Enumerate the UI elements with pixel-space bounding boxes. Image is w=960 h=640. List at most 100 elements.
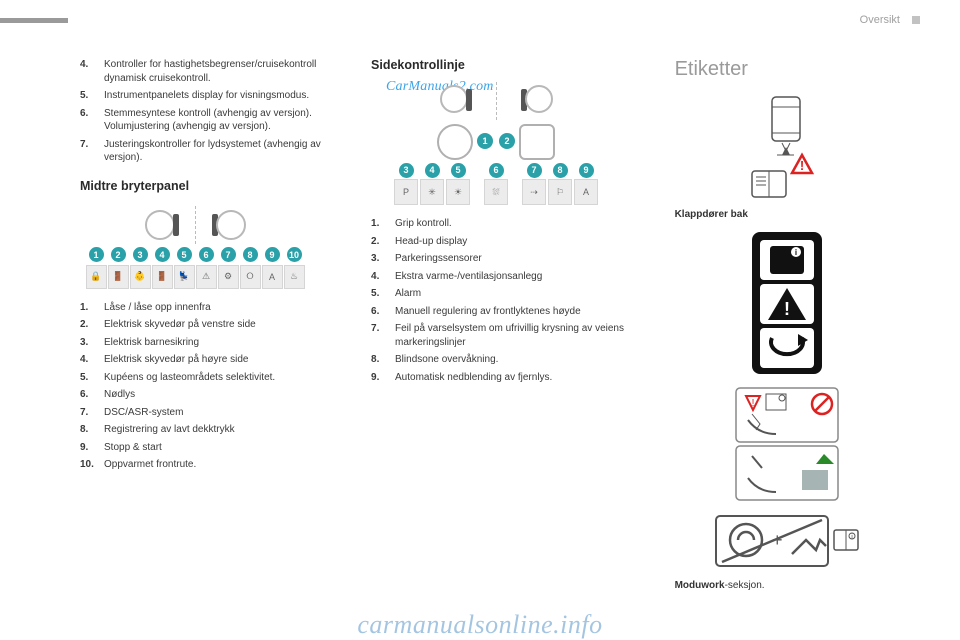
- svg-text:i: i: [852, 534, 854, 541]
- header-stripe: [0, 18, 68, 23]
- number-badge: 6: [196, 247, 217, 263]
- side-button-icon: ⇢: [522, 179, 546, 205]
- number-badge: 1: [86, 247, 107, 263]
- caption-rest: -seksjon.: [725, 580, 765, 591]
- list-text: Feil på varselsystem om ufrivillig krysn…: [395, 322, 647, 349]
- list-item: 6.Stemmesyntese kontroll (avhengig av ve…: [80, 107, 343, 134]
- list-number: 4.: [80, 353, 98, 367]
- list-number: 1.: [371, 217, 389, 231]
- list-number: 7.: [80, 406, 98, 420]
- panel-button-row: 🔒🚪👶🚪💺⚠⚙⭘A♨: [80, 265, 310, 289]
- list-text: Stemmesyntese kontroll (avhengig av vers…: [104, 107, 343, 134]
- list-number: 5.: [80, 371, 98, 385]
- steering-controls-list: 4.Kontroller for hastighetsbegrenser/cru…: [80, 58, 343, 165]
- badge-number: 5: [177, 247, 192, 262]
- caption-bold: Moduwork: [675, 580, 725, 591]
- number-badge: 5: [446, 162, 470, 178]
- list-text: Head-up display: [395, 235, 647, 249]
- list-number: 6.: [371, 305, 389, 319]
- steering-wheel-right-icon: [206, 210, 246, 240]
- list-number: 9.: [80, 441, 98, 455]
- list-item: 3.Elektrisk barnesikring: [80, 336, 343, 350]
- list-item: 1.Grip kontroll.: [371, 217, 647, 231]
- centre-panel-list: 1.Låse / låse opp innenfra2.Elektrisk sk…: [80, 301, 343, 472]
- panel-button-icon: ⭘: [240, 265, 261, 289]
- badge-number: 4: [155, 247, 170, 262]
- right-column: Etiketter ! Klappdører bak: [675, 58, 900, 599]
- side-button-icon: P: [394, 179, 418, 205]
- list-number: 4.: [80, 58, 98, 85]
- list-number: 3.: [371, 252, 389, 266]
- panel-title: Midtre bryterpanel: [80, 179, 343, 193]
- side-button-icon: ☀: [446, 179, 470, 205]
- list-text: Blindsone overvåkning.: [395, 353, 647, 367]
- svg-text:!: !: [752, 398, 755, 409]
- panel-button-icon: ♨: [284, 265, 305, 289]
- panel-button-icon: ⚙: [218, 265, 239, 289]
- list-text: Nødlys: [104, 388, 343, 402]
- list-item: 4.Kontroller for hastighetsbegrenser/cru…: [80, 58, 343, 85]
- list-text: Registrering av lavt dekktrykk: [104, 423, 343, 437]
- separator-icon: [195, 206, 196, 244]
- list-item: 5.Instrumentpanelets display for visning…: [80, 89, 343, 103]
- panel-button-icon: 🚪: [108, 265, 129, 289]
- number-badge: 3: [394, 162, 418, 178]
- badge-number: 1: [89, 247, 104, 262]
- list-text: Låse / låse opp innenfra: [104, 301, 343, 315]
- list-number: 1.: [80, 301, 98, 315]
- side-button-row: P✳☀⛆⇢⚐A: [371, 179, 621, 205]
- steering-wheel-right-icon: [505, 85, 553, 117]
- number-badge: 3: [130, 247, 151, 263]
- separator-icon: [496, 82, 497, 120]
- list-item: 10.Oppvarmet frontrute.: [80, 458, 343, 472]
- panel-button-icon: 🔒: [86, 265, 107, 289]
- list-item: 7. DSC/ASR-system: [80, 406, 343, 420]
- list-text: Ekstra varme-/ventilasjonsanlegg: [395, 270, 647, 284]
- list-number: 3.: [80, 336, 98, 350]
- list-text: Justeringskontroller for lydsystemet (av…: [104, 138, 343, 165]
- child-seat-labels-icon: !: [732, 384, 842, 504]
- list-text: Manuell regulering av frontlyktenes høyd…: [395, 305, 647, 319]
- list-item: 8.Registrering av lavt dekktrykk: [80, 423, 343, 437]
- grip-control-dial-icon: [437, 124, 473, 160]
- centre-panel-diagram: 12345678910 🔒🚪👶🚪💺⚠⚙⭘A♨: [80, 203, 310, 289]
- badge-number: 4: [425, 163, 440, 178]
- list-text: Stopp & start: [104, 441, 343, 455]
- number-badge: 2: [108, 247, 129, 263]
- badge-number: 6: [199, 247, 214, 262]
- list-item: 3.Parkeringssensorer: [371, 252, 647, 266]
- number-badge: 8: [240, 247, 261, 263]
- left-column: 4.Kontroller for hastighetsbegrenser/cru…: [80, 58, 343, 599]
- list-number: 9.: [371, 371, 389, 385]
- number-badge: 9: [574, 162, 598, 178]
- list-number: 10.: [80, 458, 98, 472]
- list-text: Kupéens og lasteområdets selektivitet.: [104, 371, 343, 385]
- list-item: 9.Automatisk nedblending av fjernlys.: [371, 371, 647, 385]
- list-text: Alarm: [395, 287, 647, 301]
- content-columns: 4.Kontroller for hastighetsbegrenser/cru…: [80, 58, 900, 599]
- badge-number: 5: [451, 163, 466, 178]
- badge-number: 7: [221, 247, 236, 262]
- svg-text:!: !: [800, 158, 804, 173]
- side-control-list: 1.Grip kontroll.2.Head-up display3.Parke…: [371, 217, 647, 384]
- list-item: 1. Låse / låse opp innenfra: [80, 301, 343, 315]
- side-button-icon: ✳: [420, 179, 444, 205]
- moduwork-caption: Moduwork-seksjon.: [675, 580, 900, 591]
- middle-column: Sidekontrollinje 12 3456789: [371, 58, 647, 599]
- badge-number: 6: [489, 163, 504, 178]
- list-item: 6. Manuell regulering av frontlyktenes hø…: [371, 305, 647, 319]
- number-badge: 6: [484, 162, 508, 178]
- number-badge: 8: [548, 162, 572, 178]
- badge-number: 3: [399, 163, 414, 178]
- list-number: 6.: [80, 388, 98, 402]
- side-button-icon: ⛆: [484, 179, 508, 205]
- badge-number: 3: [133, 247, 148, 262]
- list-text: Instrumentpanelets display for visningsm…: [104, 89, 343, 103]
- list-number: 7.: [80, 138, 98, 165]
- list-item: 8.Blindsone overvåkning.: [371, 353, 647, 367]
- number-badge: 4: [420, 162, 444, 178]
- panel-button-icon: 👶: [130, 265, 151, 289]
- side-button-icon: A: [574, 179, 598, 205]
- list-text: DSC/ASR-system: [104, 406, 343, 420]
- watermark-bottom: carmanualsonline.info: [0, 610, 960, 640]
